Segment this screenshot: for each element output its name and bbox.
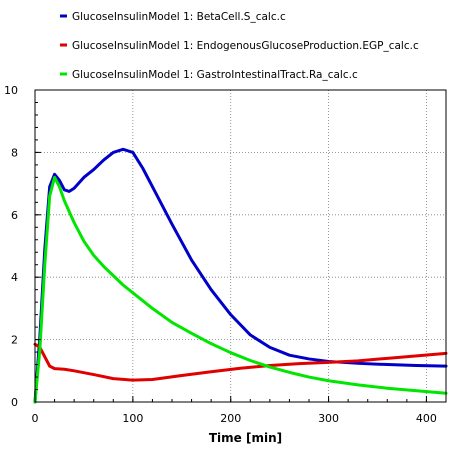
y-tick-label-1: 2 [11,334,18,347]
y-tick-label-5: 10 [4,84,18,97]
x-tick-label-0: 0 [32,412,39,425]
series-line-2 [33,342,448,382]
plot-area [33,90,448,404]
y-tick-label-3: 6 [11,209,18,222]
legend-label-3: GlucoseInsulinModel 1: GastroIntestinalT… [72,69,358,81]
plot-background [35,90,446,402]
series-line-3 [33,175,448,404]
y-tick-label-0: 0 [11,396,18,409]
y-tick-label-2: 4 [11,271,18,284]
legend: GlucoseInsulinModel 1: BetaCell.S_calc.c… [60,11,419,81]
series-line-1 [33,147,448,404]
y-tick-label-4: 8 [11,146,18,159]
legend-label-1: GlucoseInsulinModel 1: BetaCell.S_calc.c [72,11,286,23]
x-axis-title: Time [min] [209,431,282,445]
legend-label-2: GlucoseInsulinModel 1: EndogenousGlucose… [72,40,419,52]
x-tick-label-4: 400 [416,412,437,425]
plot-frame [34,89,447,403]
x-tick-label-2: 200 [220,412,241,425]
x-tick-label-3: 300 [318,412,339,425]
x-tick-label-1: 100 [122,412,143,425]
